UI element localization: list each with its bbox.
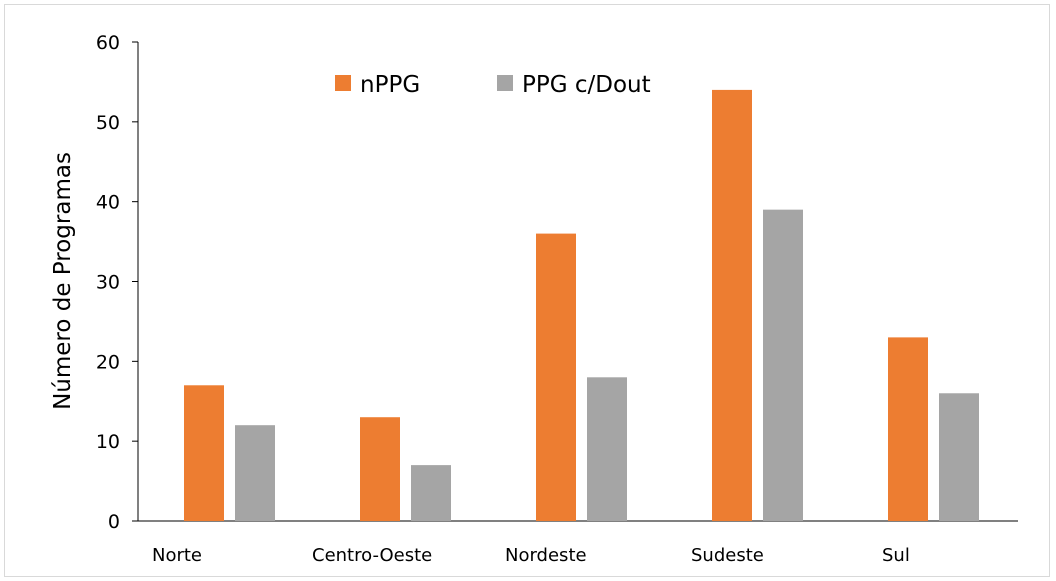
legend: nPPG PPG c/Dout — [335, 72, 651, 98]
x-tick-label: Nordeste — [505, 545, 587, 566]
bar-ppg-c-dout-norte — [235, 425, 275, 521]
bar-ppg-c-dout-sudeste — [763, 209, 803, 521]
x-tick-labels: Norte Centro-Oeste Nordeste Sudeste Sul — [152, 545, 910, 566]
legend-label: PPG c/Dout — [522, 72, 651, 98]
y-tick-label: 0 — [108, 511, 120, 533]
y-tick-label: 60 — [96, 32, 120, 54]
legend-label: nPPG — [360, 72, 420, 98]
bar-nppg-sul — [888, 337, 928, 521]
y-tick-label: 10 — [96, 431, 120, 453]
chart-frame — [4, 4, 1050, 577]
x-tick-label: Sul — [882, 545, 910, 566]
x-tick-label: Norte — [152, 545, 202, 566]
y-axis: 0 10 20 30 40 50 60 — [96, 32, 139, 533]
legend-swatch — [497, 75, 513, 91]
bar-nppg-sudeste — [712, 89, 752, 522]
bar-nppg-norte — [184, 385, 224, 521]
y-axis-title: Número de Programas — [50, 152, 76, 410]
x-axis: Norte Centro-Oeste Nordeste Sudeste Sul — [138, 520, 1018, 566]
y-tick-label: 30 — [96, 272, 120, 294]
x-tick-label: Centro-Oeste — [312, 545, 432, 566]
y-tick-label: 50 — [96, 112, 120, 134]
bar-nppg-centro-oeste — [360, 417, 400, 521]
legend-swatch — [335, 75, 351, 91]
y-ticks: 0 10 20 30 40 50 60 — [96, 32, 138, 533]
bar-ppg-c-dout-centro-oeste — [411, 465, 451, 521]
y-tick-label: 20 — [96, 351, 120, 373]
bar-ppg-c-dout-sul — [939, 393, 979, 521]
bar-nppg-nordeste — [536, 233, 576, 521]
x-tick-label: Sudeste — [691, 545, 764, 566]
bar-ppg-c-dout-nordeste — [587, 377, 627, 521]
bars — [184, 89, 979, 522]
y-tick-label: 40 — [96, 192, 120, 214]
